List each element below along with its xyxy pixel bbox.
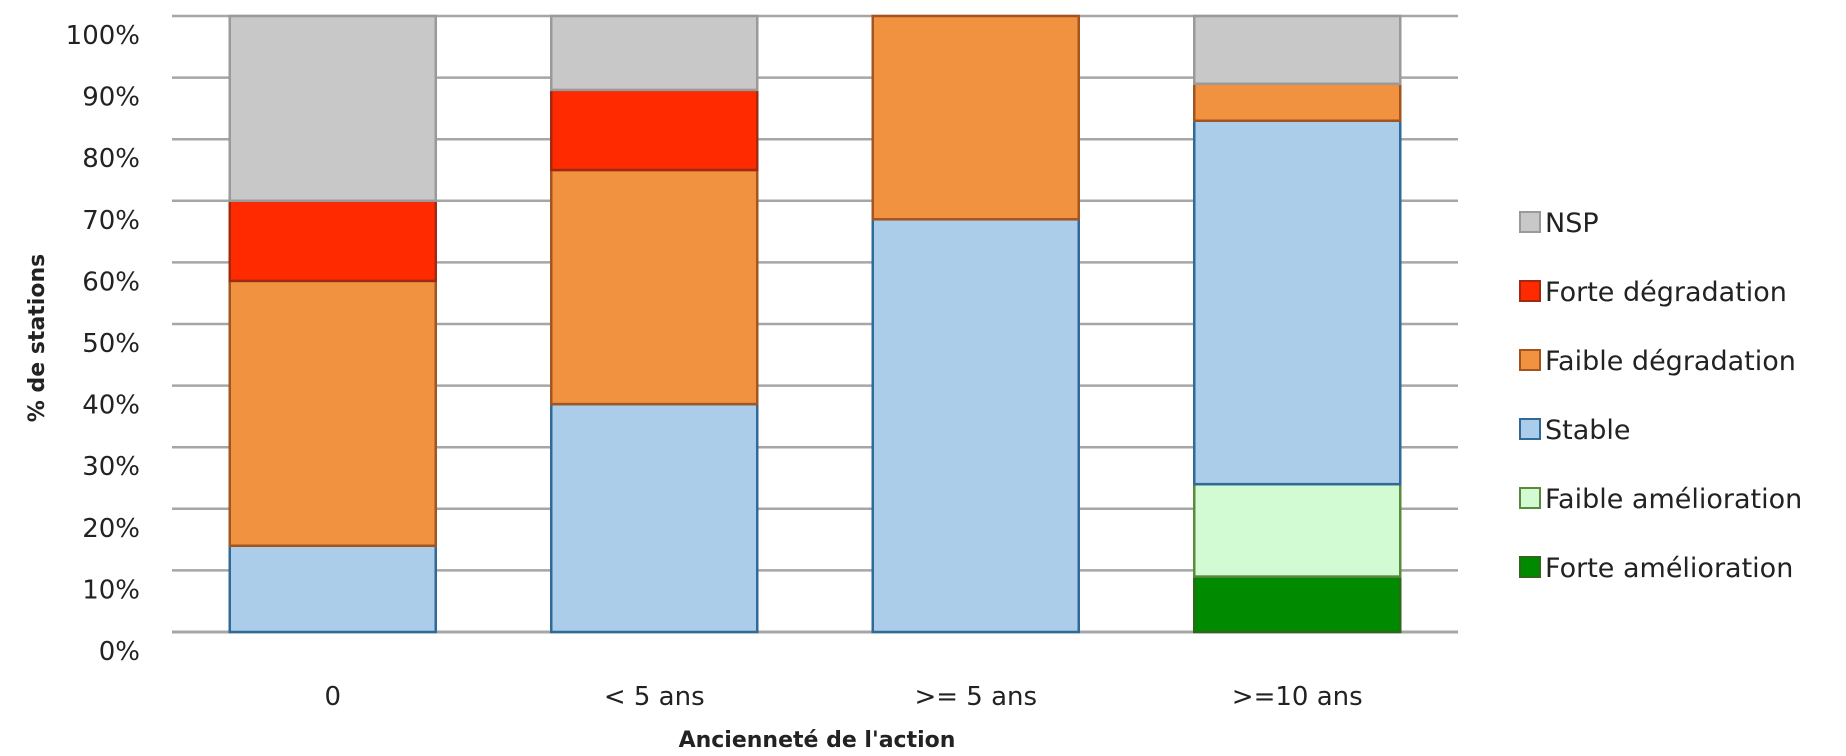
legend-swatch xyxy=(1519,280,1541,302)
bar-segment xyxy=(871,14,1080,221)
y-tick-label: 90% xyxy=(82,83,140,113)
y-tick-label: 100% xyxy=(66,21,140,51)
legend-swatch xyxy=(1519,487,1541,509)
legend-label: Stable xyxy=(1545,415,1631,446)
x-axis-title: Ancienneté de l'action xyxy=(679,728,956,753)
legend-label: NSP xyxy=(1545,208,1599,239)
y-tick-label: 50% xyxy=(82,329,140,359)
legend-label: Forte amélioration xyxy=(1545,553,1793,584)
bars xyxy=(228,14,1402,634)
bar-segment xyxy=(1193,482,1402,578)
y-tick-label: 0% xyxy=(99,637,140,667)
bar-segment xyxy=(550,88,759,172)
bar-segment xyxy=(550,402,759,634)
legend-swatch xyxy=(1519,418,1541,440)
bar-segment xyxy=(228,279,437,548)
bar-segment xyxy=(871,218,1080,634)
bar-segment xyxy=(228,199,437,283)
legend-swatch xyxy=(1519,349,1541,371)
bar-segment xyxy=(228,14,437,203)
y-tick-label: 20% xyxy=(82,514,140,544)
y-tick-label: 10% xyxy=(82,575,140,605)
y-axis-title: % de stations xyxy=(25,254,50,422)
legend: NSP Forte dégradation Faible dégradation St… xyxy=(1519,208,1802,584)
x-tick-label: < 5 ans xyxy=(604,682,705,712)
y-tick-label: 60% xyxy=(82,267,140,297)
x-tick-label: >= 5 ans xyxy=(914,682,1037,712)
bar-segment xyxy=(1193,82,1402,122)
bar-segment xyxy=(550,168,759,406)
bar-segment xyxy=(228,544,437,634)
legend-label: Faible dégradation xyxy=(1545,346,1796,377)
bar-segment xyxy=(550,14,759,92)
bar-segment xyxy=(1193,119,1402,486)
legend-swatch xyxy=(1519,556,1541,578)
y-tick-label: 40% xyxy=(82,391,140,421)
y-tick-label: 70% xyxy=(82,206,140,236)
bar-segment xyxy=(1193,575,1402,634)
legend-label: Faible amélioration xyxy=(1545,484,1802,515)
y-axis-tick-labels: 0% 10% 20% 30% 40% 50% 60% 70% 80% 90% 100% xyxy=(66,21,140,667)
legend-swatch xyxy=(1519,211,1541,233)
bar-segment xyxy=(1193,14,1402,86)
x-axis-tick-labels: 0 < 5 ans >= 5 ans >=10 ans xyxy=(324,682,1362,712)
y-tick-label: 80% xyxy=(82,144,140,174)
x-tick-label: >=10 ans xyxy=(1232,682,1363,712)
y-tick-label: 30% xyxy=(82,452,140,482)
legend-label: Forte dégradation xyxy=(1545,277,1787,308)
x-tick-label: 0 xyxy=(324,682,341,712)
